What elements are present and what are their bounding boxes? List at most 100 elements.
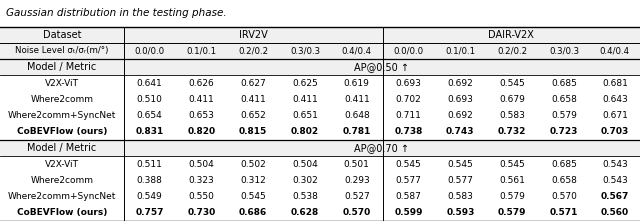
Text: Where2comm+SyncNet: Where2comm+SyncNet bbox=[8, 111, 116, 120]
Text: 0.567: 0.567 bbox=[601, 192, 629, 201]
Text: 0.3/0.3: 0.3/0.3 bbox=[549, 46, 579, 55]
Text: 0.641: 0.641 bbox=[137, 79, 163, 88]
Text: Model / Metric: Model / Metric bbox=[28, 143, 97, 153]
Text: 0.654: 0.654 bbox=[137, 111, 163, 120]
Text: 0.619: 0.619 bbox=[344, 79, 370, 88]
Text: 0.312: 0.312 bbox=[240, 176, 266, 185]
Text: 0.652: 0.652 bbox=[240, 111, 266, 120]
Text: 0.302: 0.302 bbox=[292, 176, 318, 185]
Text: 0.820: 0.820 bbox=[188, 127, 216, 136]
Text: 0.411: 0.411 bbox=[292, 95, 318, 104]
Text: 0.4/0.4: 0.4/0.4 bbox=[600, 46, 630, 55]
Text: 0.293: 0.293 bbox=[344, 176, 370, 185]
Text: 0.2/0.2: 0.2/0.2 bbox=[238, 46, 268, 55]
Bar bbox=[0, 140, 640, 156]
Text: 0.570: 0.570 bbox=[551, 192, 577, 201]
Text: 0.579: 0.579 bbox=[551, 111, 577, 120]
Bar bbox=[0, 108, 640, 124]
Text: Where2comm: Where2comm bbox=[30, 95, 93, 104]
Text: 0.504: 0.504 bbox=[292, 160, 318, 169]
Text: 0.545: 0.545 bbox=[499, 79, 525, 88]
Text: 0.802: 0.802 bbox=[291, 127, 319, 136]
Text: 0.831: 0.831 bbox=[136, 127, 164, 136]
Text: 0.411: 0.411 bbox=[240, 95, 266, 104]
Text: 0.571: 0.571 bbox=[550, 208, 578, 217]
Text: 0.702: 0.702 bbox=[396, 95, 421, 104]
Text: 0.561: 0.561 bbox=[499, 176, 525, 185]
Text: 0.545: 0.545 bbox=[447, 160, 473, 169]
Text: 0.658: 0.658 bbox=[551, 95, 577, 104]
Text: 0.4/0.4: 0.4/0.4 bbox=[342, 46, 372, 55]
Text: 0.679: 0.679 bbox=[499, 95, 525, 104]
Text: 0.545: 0.545 bbox=[396, 160, 421, 169]
Text: 0.686: 0.686 bbox=[239, 208, 268, 217]
Text: 0.0/0.0: 0.0/0.0 bbox=[134, 46, 164, 55]
Text: 0.738: 0.738 bbox=[394, 127, 423, 136]
Text: 0.692: 0.692 bbox=[447, 79, 473, 88]
Bar bbox=[0, 124, 640, 140]
Bar bbox=[0, 91, 640, 108]
Text: 0.538: 0.538 bbox=[292, 192, 318, 201]
Text: 0.323: 0.323 bbox=[189, 176, 214, 185]
Bar bbox=[0, 172, 640, 189]
Text: 0.815: 0.815 bbox=[239, 127, 268, 136]
Text: AP@0.70 ↑: AP@0.70 ↑ bbox=[355, 143, 410, 153]
Text: 0.411: 0.411 bbox=[189, 95, 214, 104]
Text: 0.502: 0.502 bbox=[240, 160, 266, 169]
Text: 0.510: 0.510 bbox=[136, 95, 163, 104]
Text: 0.411: 0.411 bbox=[344, 95, 370, 104]
Text: 0.501: 0.501 bbox=[344, 160, 370, 169]
Bar bbox=[0, 27, 640, 43]
Text: 0.545: 0.545 bbox=[240, 192, 266, 201]
Text: 0.651: 0.651 bbox=[292, 111, 318, 120]
Text: 0.549: 0.549 bbox=[137, 192, 163, 201]
Text: 0.560: 0.560 bbox=[601, 208, 629, 217]
Text: 0.732: 0.732 bbox=[498, 127, 526, 136]
Text: Noise Level σₜ/σᵣ(m/°): Noise Level σₜ/σᵣ(m/°) bbox=[15, 46, 109, 55]
Text: 0.1/0.1: 0.1/0.1 bbox=[445, 46, 476, 55]
Text: 0.579: 0.579 bbox=[499, 192, 525, 201]
Bar bbox=[0, 75, 640, 91]
Text: Where2comm+SyncNet: Where2comm+SyncNet bbox=[8, 192, 116, 201]
Text: 0.550: 0.550 bbox=[188, 192, 214, 201]
Text: Model / Metric: Model / Metric bbox=[28, 62, 97, 72]
Text: CoBEVFlow (ours): CoBEVFlow (ours) bbox=[17, 208, 107, 217]
Text: 0.570: 0.570 bbox=[342, 208, 371, 217]
Text: 0.593: 0.593 bbox=[446, 208, 474, 217]
Text: 0.703: 0.703 bbox=[601, 127, 629, 136]
Text: 0.587: 0.587 bbox=[396, 192, 422, 201]
Text: 0.626: 0.626 bbox=[189, 79, 214, 88]
Text: 0.543: 0.543 bbox=[602, 160, 628, 169]
Text: 0.781: 0.781 bbox=[342, 127, 371, 136]
Text: 0.545: 0.545 bbox=[499, 160, 525, 169]
Text: 0.577: 0.577 bbox=[396, 176, 422, 185]
Text: Where2comm: Where2comm bbox=[30, 176, 93, 185]
Text: 0.577: 0.577 bbox=[447, 176, 474, 185]
Text: 0.627: 0.627 bbox=[240, 79, 266, 88]
Text: 0.543: 0.543 bbox=[602, 176, 628, 185]
Text: DAIR-V2X: DAIR-V2X bbox=[488, 30, 534, 40]
Text: 0.743: 0.743 bbox=[446, 127, 475, 136]
Text: 0.388: 0.388 bbox=[136, 176, 163, 185]
Text: 0.730: 0.730 bbox=[188, 208, 216, 217]
Text: 0.693: 0.693 bbox=[447, 95, 474, 104]
Text: Dataset: Dataset bbox=[43, 30, 81, 40]
Text: 0.681: 0.681 bbox=[602, 79, 628, 88]
Text: 0.685: 0.685 bbox=[551, 79, 577, 88]
Bar bbox=[0, 59, 640, 75]
Text: 0.692: 0.692 bbox=[447, 111, 473, 120]
Text: 0.693: 0.693 bbox=[396, 79, 422, 88]
Text: 0.711: 0.711 bbox=[396, 111, 422, 120]
Text: 0.653: 0.653 bbox=[188, 111, 214, 120]
Text: V2X-ViT: V2X-ViT bbox=[45, 79, 79, 88]
Text: 0.579: 0.579 bbox=[498, 208, 527, 217]
Text: 0.511: 0.511 bbox=[136, 160, 163, 169]
Text: CoBEVFlow (ours): CoBEVFlow (ours) bbox=[17, 127, 107, 136]
Bar bbox=[0, 189, 640, 205]
Text: AP@0.50 ↑: AP@0.50 ↑ bbox=[355, 62, 410, 72]
Text: 0.599: 0.599 bbox=[394, 208, 423, 217]
Text: V2X-ViT: V2X-ViT bbox=[45, 160, 79, 169]
Text: 0.625: 0.625 bbox=[292, 79, 318, 88]
Text: 0.527: 0.527 bbox=[344, 192, 370, 201]
Text: 0.504: 0.504 bbox=[189, 160, 214, 169]
